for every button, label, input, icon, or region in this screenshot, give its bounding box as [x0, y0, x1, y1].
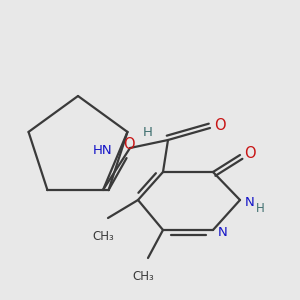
- Text: O: O: [244, 146, 256, 160]
- Text: HN: HN: [92, 145, 112, 158]
- Text: N: N: [245, 196, 255, 208]
- Text: H: H: [256, 202, 265, 215]
- Text: H: H: [142, 126, 152, 139]
- Text: N: N: [218, 226, 228, 239]
- Text: O: O: [123, 136, 134, 152]
- Text: CH₃: CH₃: [132, 270, 154, 283]
- Text: CH₃: CH₃: [92, 230, 114, 243]
- Text: O: O: [214, 118, 226, 134]
